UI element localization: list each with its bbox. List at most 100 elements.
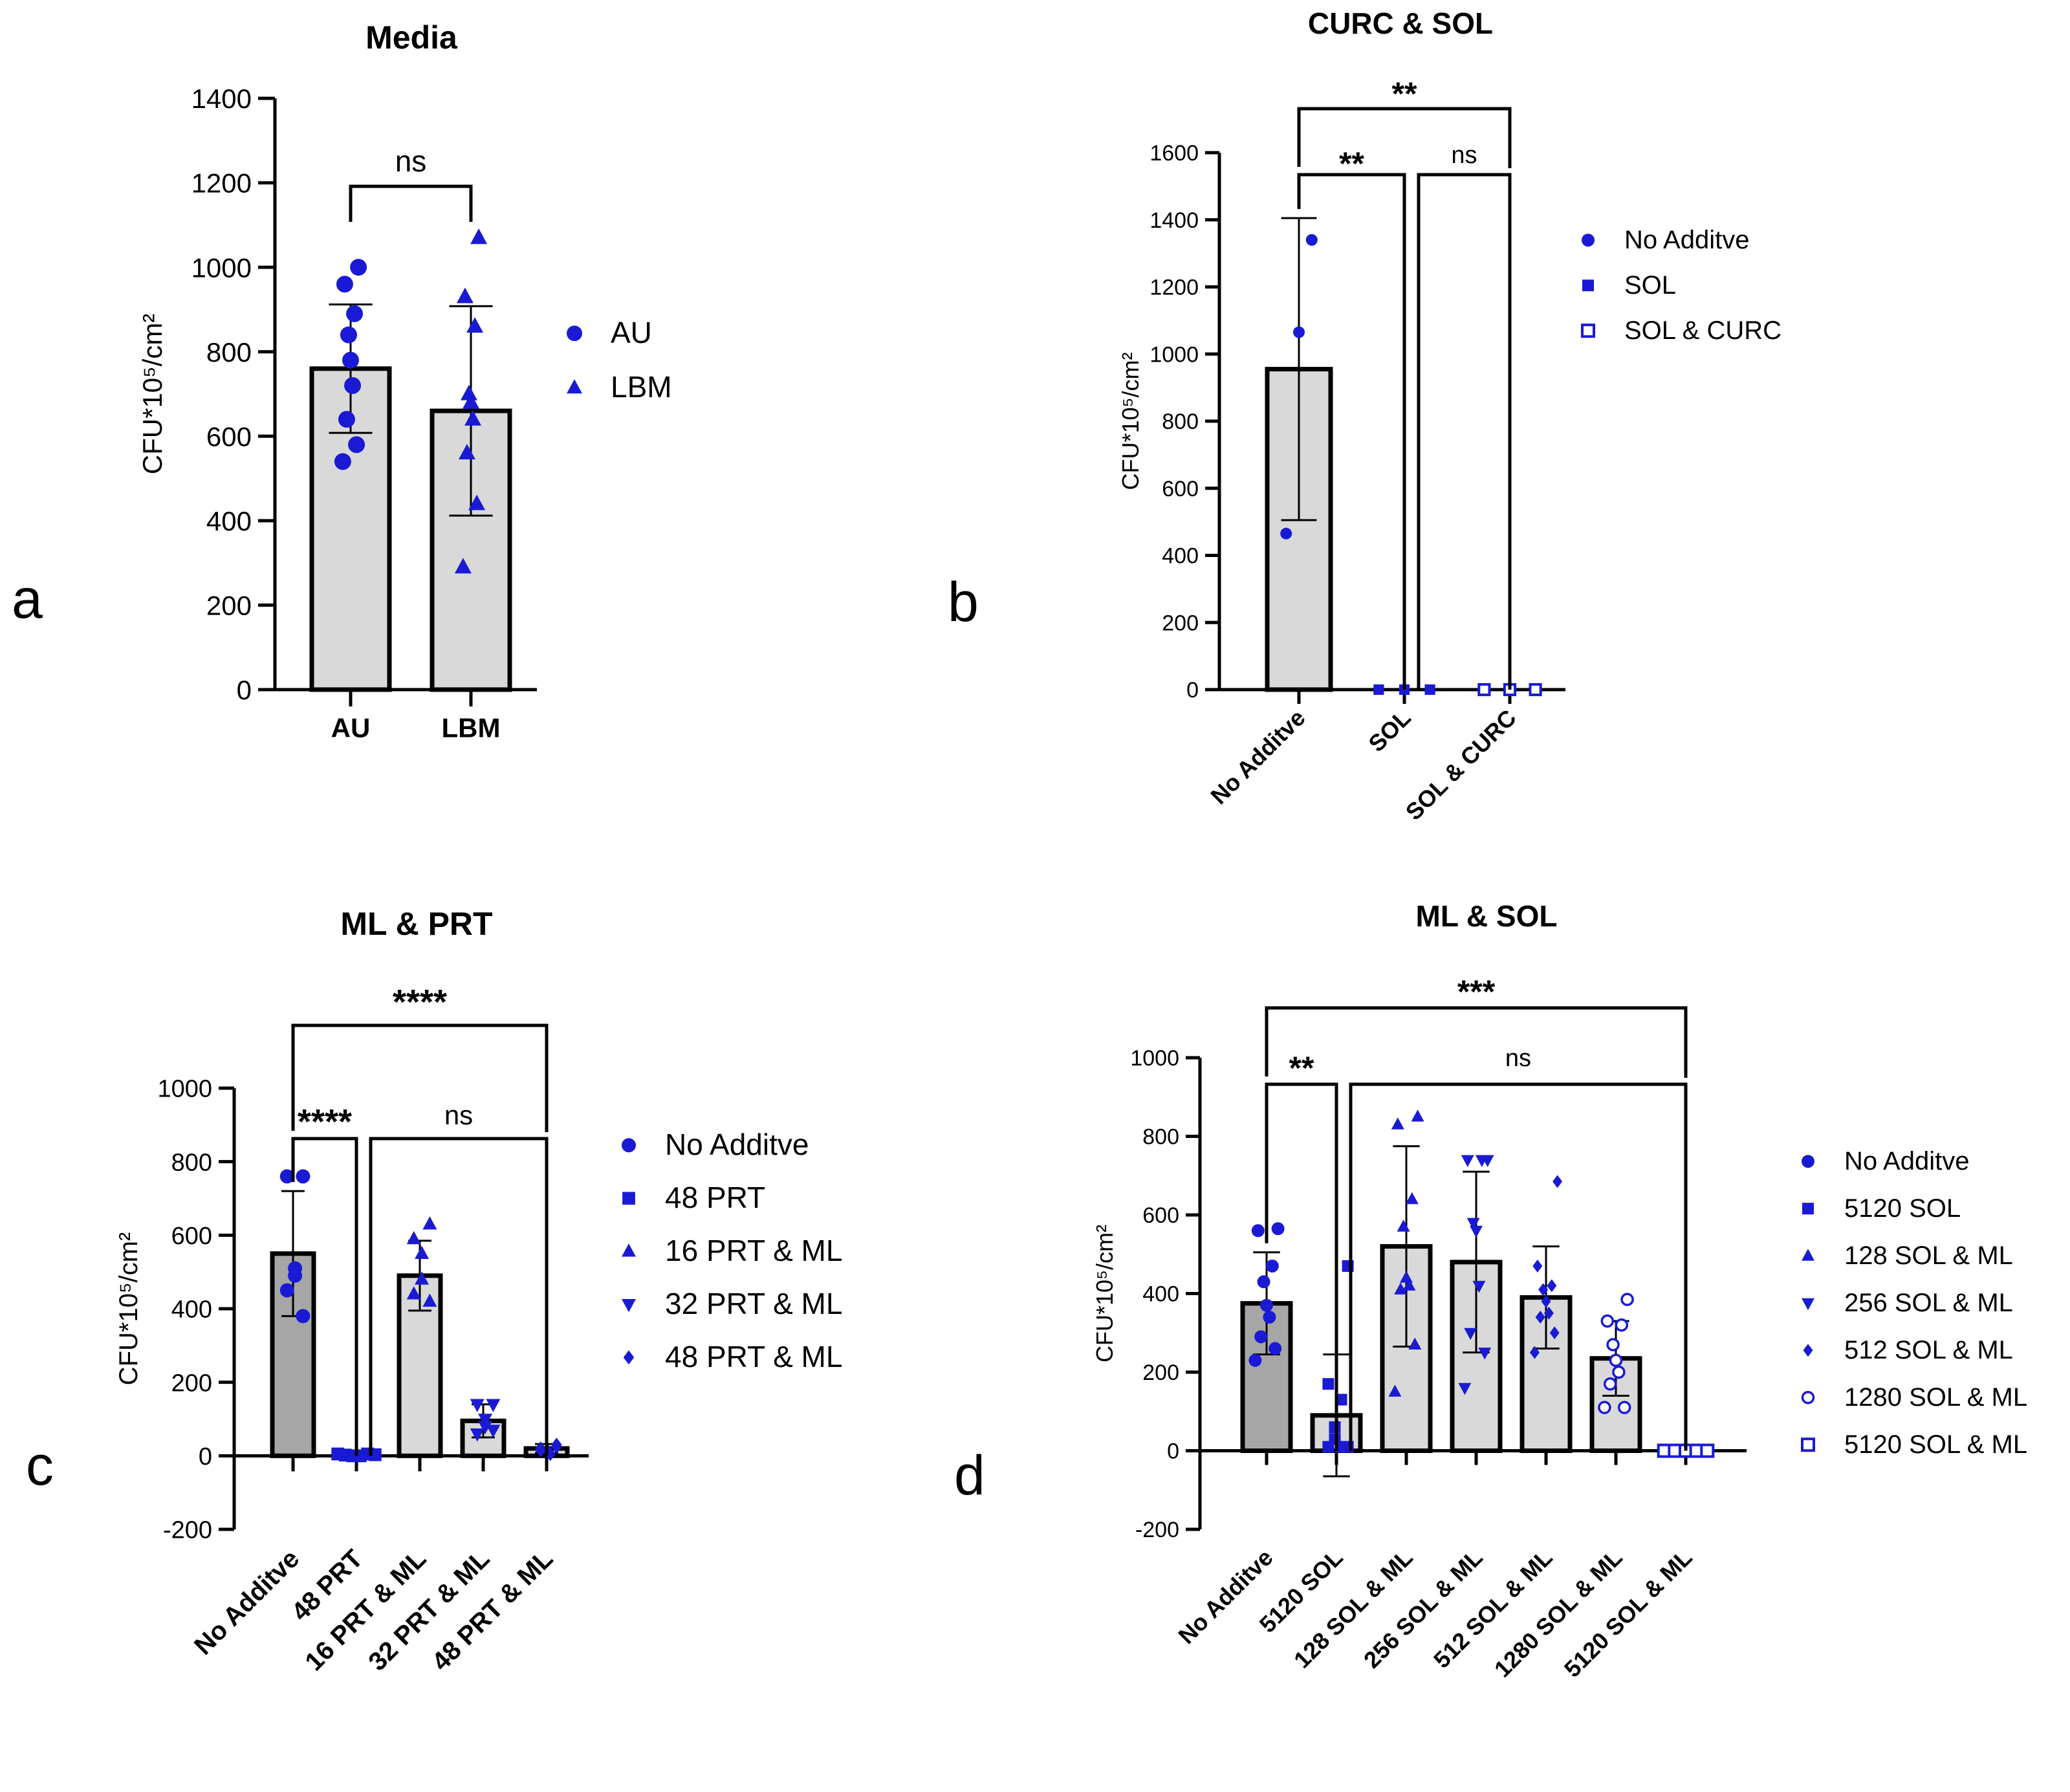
data-point xyxy=(296,1309,310,1324)
bracket-line xyxy=(291,1137,358,1456)
legend: No Additve 48 PRT 16 PRT & ML 32 PRT & ML 48… xyxy=(622,1128,842,1373)
legend-marker xyxy=(622,1299,636,1313)
legend-label: 16 PRT & ML xyxy=(665,1234,842,1267)
x-category-label: SOL xyxy=(1363,705,1415,757)
chart-title: Media xyxy=(365,19,458,56)
data-point xyxy=(1458,1382,1472,1395)
bracket-line xyxy=(1265,1006,1688,1078)
data-point xyxy=(1478,1348,1492,1360)
data-point xyxy=(1388,1384,1402,1397)
legend-marker xyxy=(1802,1249,1814,1261)
y-tick-label: 1000 xyxy=(191,252,252,283)
y-tick-label: 0 xyxy=(237,675,252,705)
y-tick-label: 0 xyxy=(199,1443,212,1470)
panel-label: a xyxy=(12,568,43,630)
significance-label: ns xyxy=(1505,1045,1531,1072)
bracket-line xyxy=(1417,173,1512,690)
y-tick-label: 400 xyxy=(206,506,252,536)
legend-marker xyxy=(1803,1344,1813,1357)
legend-label: No Additve xyxy=(665,1128,809,1161)
data-point xyxy=(1615,1318,1629,1332)
y-tick-label: 1000 xyxy=(1149,342,1199,367)
legend-label: AU xyxy=(611,316,652,349)
data-point xyxy=(470,228,488,245)
legend: No Additve SOL SOL & CURC xyxy=(1581,226,1781,345)
data-point xyxy=(1617,1401,1631,1414)
data-point xyxy=(406,1230,421,1245)
x-category-label: 1280 SOL & ML xyxy=(1489,1544,1628,1683)
significance-bracket: **** xyxy=(291,1102,358,1456)
y-tick-label: 800 xyxy=(1142,1125,1179,1150)
chart-title: ML & SOL xyxy=(1416,899,1558,933)
data-point xyxy=(1424,684,1435,695)
data-point xyxy=(1606,1338,1620,1351)
legend: AU LBM xyxy=(567,316,672,404)
data-point xyxy=(1405,1192,1419,1205)
data-point xyxy=(1251,1224,1265,1238)
y-tick-label: 600 xyxy=(1162,477,1199,501)
bar-0 xyxy=(1240,1301,1293,1453)
data-point xyxy=(346,305,364,322)
data-point xyxy=(1271,1222,1285,1236)
data-point xyxy=(1265,1259,1279,1273)
data-point xyxy=(1532,1259,1543,1273)
bracket-line xyxy=(1349,1082,1688,1451)
data-point xyxy=(334,453,351,470)
chart-title: ML & PRT xyxy=(340,906,492,942)
legend-marker xyxy=(1582,279,1594,292)
bracket-line xyxy=(1297,107,1512,168)
chart-panel-c: c ML & PRT CFU*10⁵/cm² -200 0 200 400 600 800 100… xyxy=(26,906,842,1676)
data-point xyxy=(1541,1295,1551,1308)
significance-bracket: ns xyxy=(349,144,473,222)
significance-label: **** xyxy=(393,983,447,1022)
data-point xyxy=(1411,1109,1424,1122)
x-category-label: 128 SOL & ML xyxy=(1289,1544,1418,1674)
significance-bracket: ** xyxy=(1297,76,1512,168)
legend-marker xyxy=(1581,323,1595,338)
significance-label: ns xyxy=(395,144,427,178)
data-point xyxy=(1543,1306,1554,1320)
data-point xyxy=(456,287,474,303)
data-point xyxy=(470,1428,485,1442)
data-point xyxy=(1408,1337,1422,1349)
data-point xyxy=(466,317,484,333)
y-tick-label: 600 xyxy=(206,421,252,452)
panel-label: d xyxy=(954,1445,985,1507)
data-point xyxy=(478,1414,493,1427)
data-point xyxy=(1329,1421,1341,1434)
y-tick-label: 1600 xyxy=(1149,141,1199,166)
significance-bracket: ** xyxy=(1265,1050,1338,1451)
legend-marker xyxy=(567,379,582,394)
data-point xyxy=(468,494,486,510)
data-point xyxy=(1609,1353,1623,1368)
data-point xyxy=(350,259,367,276)
significance-label: *** xyxy=(1457,974,1496,1010)
significance-label: **** xyxy=(298,1102,352,1141)
significance-bracket: ns xyxy=(1349,1045,1688,1451)
y-tick-label: 1400 xyxy=(191,83,252,114)
data-point xyxy=(463,393,479,409)
data-point xyxy=(486,1425,501,1438)
y-tick-label: 800 xyxy=(206,337,252,367)
y-tick-label: 1000 xyxy=(157,1076,212,1103)
legend-label: 48 PRT xyxy=(665,1181,765,1214)
legend-label: SOL xyxy=(1624,271,1676,300)
bracket-line xyxy=(1265,1082,1338,1451)
y-tick-label: -200 xyxy=(163,1517,212,1544)
data-point xyxy=(342,351,359,369)
data-point xyxy=(1475,1155,1488,1167)
y-tick-label: 800 xyxy=(1162,410,1199,434)
legend-label: 512 SOL & ML xyxy=(1844,1336,2013,1364)
y-tick-label: 1000 xyxy=(1130,1046,1179,1071)
data-point xyxy=(406,1286,421,1300)
y-tick-label: 200 xyxy=(1162,611,1199,635)
y-tick-label: 200 xyxy=(1142,1360,1179,1385)
data-point xyxy=(1280,527,1292,540)
significance-bracket: ns xyxy=(1417,142,1512,690)
data-point xyxy=(1305,234,1318,246)
y-tick-label: 400 xyxy=(171,1296,212,1324)
data-point xyxy=(1402,1278,1416,1291)
significance-label: ** xyxy=(1392,76,1417,112)
data-point xyxy=(344,377,362,394)
